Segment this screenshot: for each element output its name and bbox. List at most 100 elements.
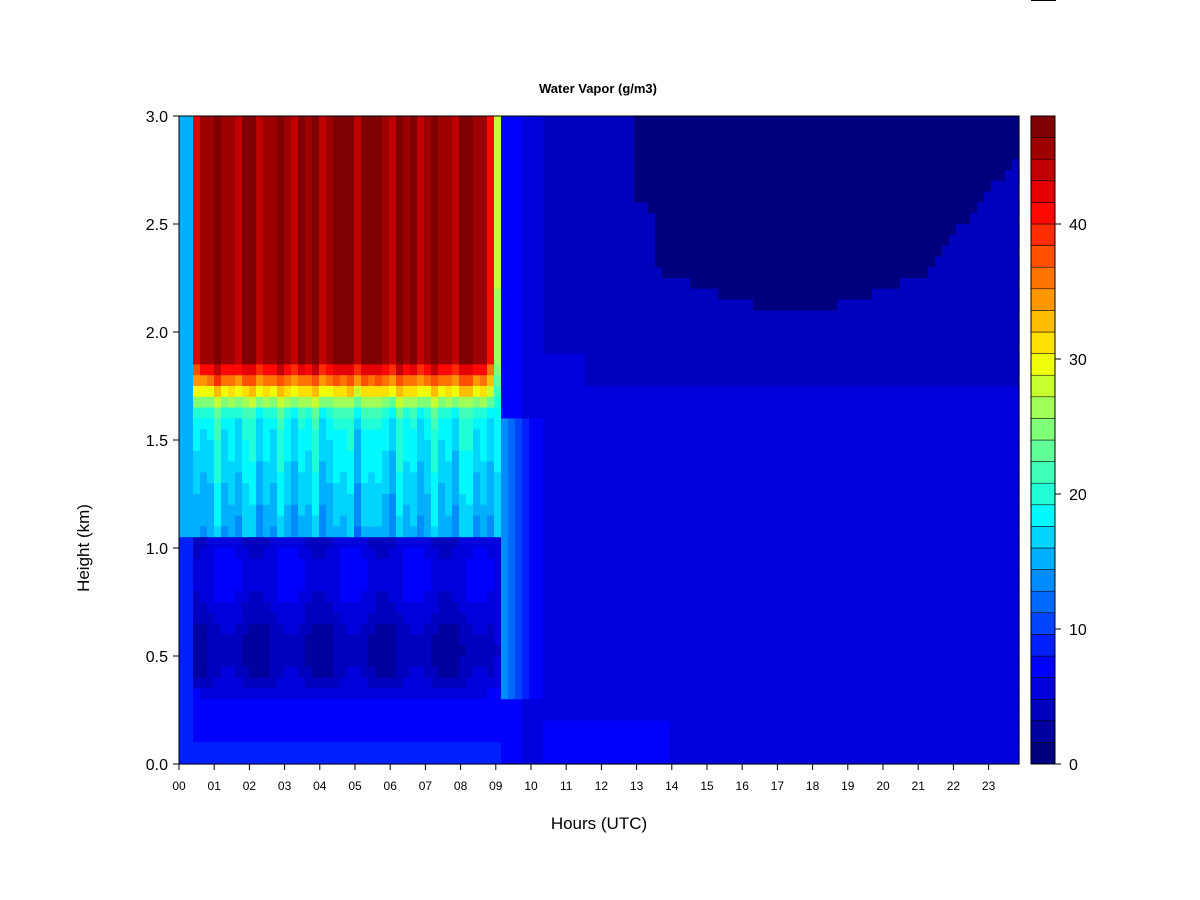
heatmap-cell <box>368 202 376 214</box>
heatmap-cell <box>221 299 229 311</box>
heatmap-cell <box>606 342 614 355</box>
heatmap-cell <box>515 148 523 160</box>
heatmap-cell <box>620 148 628 160</box>
heatmap-cell <box>445 623 453 635</box>
heatmap-cell <box>613 278 621 290</box>
heatmap-cell <box>718 213 726 225</box>
heatmap-cell <box>249 688 257 700</box>
heatmap-cell <box>326 332 334 344</box>
heatmap-cell <box>319 537 327 549</box>
heatmap-cell <box>739 558 747 571</box>
heatmap-cell <box>424 569 432 581</box>
heatmap-cell <box>200 375 208 387</box>
heatmap-cell <box>606 429 614 441</box>
heatmap-cell <box>473 224 481 236</box>
heatmap-cell <box>662 310 670 322</box>
heatmap-cell <box>711 666 719 679</box>
heatmap-cell <box>305 494 313 506</box>
heatmap-cell <box>389 515 397 527</box>
heatmap-cell <box>627 234 635 247</box>
heatmap-cell <box>179 234 187 247</box>
heatmap-cell <box>361 170 369 182</box>
heatmap-cell <box>445 677 453 689</box>
heatmap-cell <box>543 710 551 722</box>
heatmap-cell <box>452 288 460 301</box>
heatmap-cell <box>543 526 551 538</box>
heatmap-cell <box>179 666 187 679</box>
heatmap-cell <box>683 288 691 301</box>
heatmap-cell <box>228 580 236 592</box>
heatmap-cell <box>676 731 684 743</box>
heatmap-cell <box>270 299 278 311</box>
heatmap-cell <box>452 396 460 409</box>
heatmap-cell <box>564 299 572 311</box>
heatmap-cell <box>508 159 516 171</box>
heatmap-cell <box>613 591 621 603</box>
heatmap-cell <box>340 332 348 344</box>
heatmap-cell <box>417 375 425 387</box>
heatmap-cell <box>305 170 313 182</box>
heatmap-cell <box>270 440 278 452</box>
heatmap-cell <box>263 396 271 409</box>
heatmap-cell <box>340 623 348 635</box>
heatmap-cell <box>536 332 544 344</box>
heatmap-cell <box>578 245 586 257</box>
heatmap-cell <box>536 116 544 128</box>
heatmap-cell <box>634 288 642 301</box>
heatmap-cell <box>669 688 677 700</box>
heatmap-cell <box>711 170 719 182</box>
heatmap-cell <box>711 537 719 549</box>
heatmap-cell <box>648 645 656 657</box>
heatmap-cell <box>676 515 684 527</box>
heatmap-cell <box>354 677 362 689</box>
heatmap-cell <box>382 710 390 722</box>
heatmap-cell <box>746 202 754 214</box>
heatmap-cell <box>564 666 572 679</box>
heatmap-cell <box>494 450 502 463</box>
heatmap-cell <box>410 126 418 139</box>
heatmap-cell <box>277 321 285 333</box>
heatmap-cell <box>431 234 439 247</box>
heatmap-cell <box>403 472 411 484</box>
heatmap-cell <box>697 256 705 268</box>
heatmap-cell <box>354 688 362 700</box>
heatmap-cell <box>760 126 768 139</box>
heatmap-cell <box>263 645 271 657</box>
heatmap-cell <box>382 656 390 668</box>
heatmap-cell <box>480 375 488 387</box>
heatmap-cell <box>550 180 558 193</box>
heatmap-cell <box>249 656 257 668</box>
heatmap-cell <box>732 450 740 463</box>
heatmap-cell <box>529 342 537 355</box>
heatmap-cell <box>200 569 208 581</box>
heatmap-cell <box>459 548 467 560</box>
heatmap-cell <box>263 602 271 614</box>
heatmap-cell <box>683 375 691 387</box>
heatmap-cell <box>606 396 614 409</box>
heatmap-cell <box>291 602 299 614</box>
heatmap-cell <box>585 429 593 441</box>
heatmap-cell <box>368 267 376 279</box>
heatmap-cell <box>648 494 656 506</box>
heatmap-cell <box>711 656 719 668</box>
heatmap-cell <box>662 418 670 430</box>
heatmap-cell <box>207 483 215 495</box>
heatmap-cell <box>571 677 579 689</box>
heatmap-cell <box>627 450 635 463</box>
heatmap-cell <box>739 602 747 614</box>
heatmap-cell <box>662 548 670 560</box>
heatmap-cell <box>606 126 614 139</box>
heatmap-cell <box>431 591 439 603</box>
heatmap-cell <box>319 504 327 517</box>
heatmap-cell <box>473 342 481 355</box>
heatmap-cell <box>466 321 474 333</box>
heatmap-cell <box>347 418 355 430</box>
heatmap-cell <box>508 688 516 700</box>
heatmap-cell <box>620 418 628 430</box>
heatmap-cell <box>599 666 607 679</box>
heatmap-cell <box>270 656 278 668</box>
heatmap-cell <box>431 364 439 376</box>
heatmap-cell <box>536 364 544 376</box>
heatmap-cell <box>592 234 600 247</box>
heatmap-cell <box>466 429 474 441</box>
